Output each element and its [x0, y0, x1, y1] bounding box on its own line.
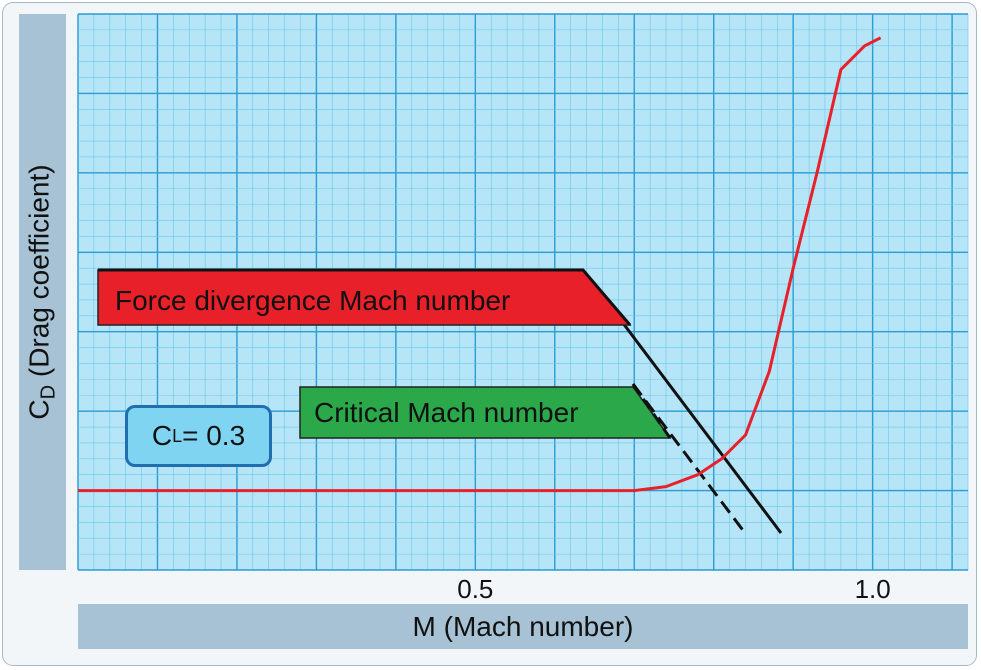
- critical-mach-tag-edge: [631, 383, 672, 439]
- x-axis-label-bar: [78, 604, 968, 649]
- x-axis-label: M (Mach number): [412, 611, 634, 642]
- x-tick-label: 1.0: [854, 574, 891, 604]
- force-divergence-label: Force divergence Mach number: [115, 285, 511, 316]
- lift-coefficient-box: C L = 0.3: [125, 405, 272, 467]
- force-divergence-tag-edge: [98, 268, 632, 326]
- critical-mach-leader: [631, 383, 747, 534]
- critical-mach-label: Critical Mach number: [314, 397, 579, 428]
- cl-subscript: L: [172, 425, 183, 446]
- x-tick-label: 0.5: [457, 574, 494, 604]
- cl-value: = 0.3: [182, 420, 246, 451]
- cl-symbol: C: [151, 420, 173, 451]
- y-axis-label-bar: [19, 14, 66, 570]
- drag-curve-line: [78, 36, 882, 493]
